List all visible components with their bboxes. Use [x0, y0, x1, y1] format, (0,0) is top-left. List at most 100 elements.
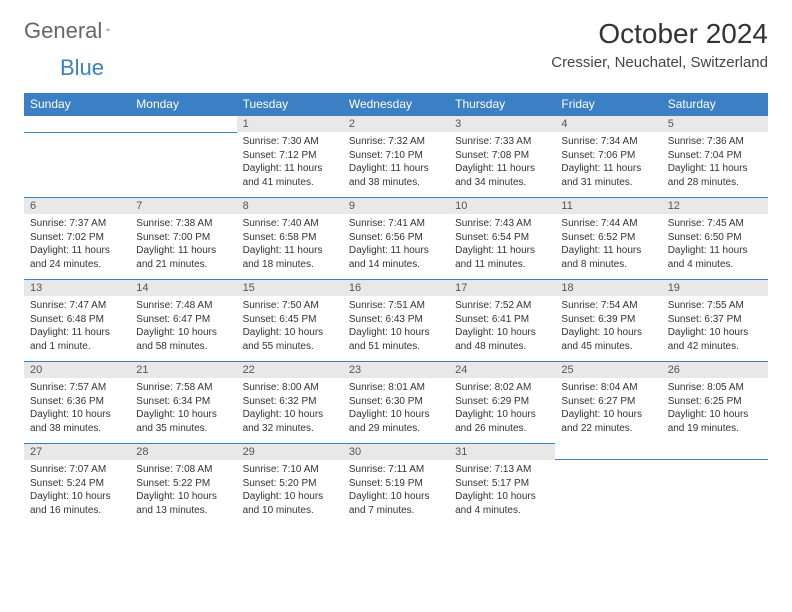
calendar-cell: 28Sunrise: 7:08 AMSunset: 5:22 PMDayligh…: [130, 443, 236, 525]
day-number: 13: [24, 279, 130, 296]
day-body: Sunrise: 7:34 AMSunset: 7:06 PMDaylight:…: [555, 132, 661, 197]
sunrise-text: Sunrise: 7:58 AM: [136, 381, 230, 395]
sunset-text: Sunset: 7:04 PM: [668, 149, 762, 163]
daylight-text: Daylight: 10 hours and 51 minutes.: [349, 326, 443, 353]
sunset-text: Sunset: 5:19 PM: [349, 477, 443, 491]
location: Cressier, Neuchatel, Switzerland: [551, 54, 768, 71]
day-body: Sunrise: 7:08 AMSunset: 5:22 PMDaylight:…: [130, 460, 236, 525]
daylight-text: Daylight: 10 hours and 16 minutes.: [30, 490, 124, 517]
calendar-cell: 2Sunrise: 7:32 AMSunset: 7:10 PMDaylight…: [343, 115, 449, 197]
calendar-cell: 19Sunrise: 7:55 AMSunset: 6:37 PMDayligh…: [662, 279, 768, 361]
sunset-text: Sunset: 6:27 PM: [561, 395, 655, 409]
weekday-header: Sunday: [24, 93, 130, 115]
sunrise-text: Sunrise: 7:36 AM: [668, 135, 762, 149]
daylight-text: Daylight: 10 hours and 32 minutes.: [243, 408, 337, 435]
sunrise-text: Sunrise: 7:30 AM: [243, 135, 337, 149]
day-body: Sunrise: 7:48 AMSunset: 6:47 PMDaylight:…: [130, 296, 236, 361]
weekday-header: Saturday: [662, 93, 768, 115]
sunset-text: Sunset: 7:12 PM: [243, 149, 337, 163]
daylight-text: Daylight: 11 hours and 8 minutes.: [561, 244, 655, 271]
sunrise-text: Sunrise: 7:10 AM: [243, 463, 337, 477]
day-body: Sunrise: 7:30 AMSunset: 7:12 PMDaylight:…: [237, 132, 343, 197]
day-body: Sunrise: 7:47 AMSunset: 6:48 PMDaylight:…: [24, 296, 130, 361]
calendar-cell: 13Sunrise: 7:47 AMSunset: 6:48 PMDayligh…: [24, 279, 130, 361]
day-number: 10: [449, 197, 555, 214]
sunrise-text: Sunrise: 7:34 AM: [561, 135, 655, 149]
daylight-text: Daylight: 10 hours and 42 minutes.: [668, 326, 762, 353]
day-body: Sunrise: 7:10 AMSunset: 5:20 PMDaylight:…: [237, 460, 343, 525]
day-body: Sunrise: 7:58 AMSunset: 6:34 PMDaylight:…: [130, 378, 236, 443]
sunset-text: Sunset: 6:36 PM: [30, 395, 124, 409]
calendar-cell: 7Sunrise: 7:38 AMSunset: 7:00 PMDaylight…: [130, 197, 236, 279]
calendar-row: 6Sunrise: 7:37 AMSunset: 7:02 PMDaylight…: [24, 197, 768, 279]
calendar-cell: 22Sunrise: 8:00 AMSunset: 6:32 PMDayligh…: [237, 361, 343, 443]
day-body: Sunrise: 7:36 AMSunset: 7:04 PMDaylight:…: [662, 132, 768, 197]
day-number: 16: [343, 279, 449, 296]
calendar-cell: 15Sunrise: 7:50 AMSunset: 6:45 PMDayligh…: [237, 279, 343, 361]
daylight-text: Daylight: 11 hours and 14 minutes.: [349, 244, 443, 271]
sunset-text: Sunset: 7:02 PM: [30, 231, 124, 245]
day-number: 17: [449, 279, 555, 296]
sunset-text: Sunset: 6:48 PM: [30, 313, 124, 327]
day-number: 28: [130, 443, 236, 460]
sunrise-text: Sunrise: 7:37 AM: [30, 217, 124, 231]
sunrise-text: Sunrise: 7:57 AM: [30, 381, 124, 395]
calendar-cell: 8Sunrise: 7:40 AMSunset: 6:58 PMDaylight…: [237, 197, 343, 279]
sunset-text: Sunset: 6:30 PM: [349, 395, 443, 409]
day-number: 2: [343, 115, 449, 132]
day-number: 20: [24, 361, 130, 378]
day-number: 3: [449, 115, 555, 132]
sunrise-text: Sunrise: 7:54 AM: [561, 299, 655, 313]
daylight-text: Daylight: 10 hours and 55 minutes.: [243, 326, 337, 353]
sunset-text: Sunset: 7:00 PM: [136, 231, 230, 245]
calendar-cell: 24Sunrise: 8:02 AMSunset: 6:29 PMDayligh…: [449, 361, 555, 443]
sunrise-text: Sunrise: 7:50 AM: [243, 299, 337, 313]
day-number: 25: [555, 361, 661, 378]
calendar-cell: 18Sunrise: 7:54 AMSunset: 6:39 PMDayligh…: [555, 279, 661, 361]
sunrise-text: Sunrise: 7:51 AM: [349, 299, 443, 313]
day-body: Sunrise: 7:11 AMSunset: 5:19 PMDaylight:…: [343, 460, 449, 525]
day-body: Sunrise: 7:57 AMSunset: 6:36 PMDaylight:…: [24, 378, 130, 443]
daylight-text: Daylight: 10 hours and 19 minutes.: [668, 408, 762, 435]
day-number: 22: [237, 361, 343, 378]
calendar-cell: 9Sunrise: 7:41 AMSunset: 6:56 PMDaylight…: [343, 197, 449, 279]
calendar-cell: 16Sunrise: 7:51 AMSunset: 6:43 PMDayligh…: [343, 279, 449, 361]
daylight-text: Daylight: 10 hours and 10 minutes.: [243, 490, 337, 517]
sunset-text: Sunset: 7:10 PM: [349, 149, 443, 163]
sunset-text: Sunset: 5:17 PM: [455, 477, 549, 491]
day-body: Sunrise: 8:05 AMSunset: 6:25 PMDaylight:…: [662, 378, 768, 443]
calendar-cell: [555, 443, 661, 525]
day-number: 14: [130, 279, 236, 296]
calendar-cell: 26Sunrise: 8:05 AMSunset: 6:25 PMDayligh…: [662, 361, 768, 443]
day-body: Sunrise: 7:51 AMSunset: 6:43 PMDaylight:…: [343, 296, 449, 361]
calendar-cell: 27Sunrise: 7:07 AMSunset: 5:24 PMDayligh…: [24, 443, 130, 525]
sunset-text: Sunset: 6:47 PM: [136, 313, 230, 327]
daylight-text: Daylight: 10 hours and 29 minutes.: [349, 408, 443, 435]
day-body: Sunrise: 7:13 AMSunset: 5:17 PMDaylight:…: [449, 460, 555, 525]
sunrise-text: Sunrise: 7:41 AM: [349, 217, 443, 231]
sunset-text: Sunset: 6:52 PM: [561, 231, 655, 245]
daylight-text: Daylight: 10 hours and 38 minutes.: [30, 408, 124, 435]
sunset-text: Sunset: 6:41 PM: [455, 313, 549, 327]
sunrise-text: Sunrise: 7:43 AM: [455, 217, 549, 231]
sunset-text: Sunset: 6:58 PM: [243, 231, 337, 245]
daylight-text: Daylight: 11 hours and 4 minutes.: [668, 244, 762, 271]
calendar-cell: 30Sunrise: 7:11 AMSunset: 5:19 PMDayligh…: [343, 443, 449, 525]
day-number: 8: [237, 197, 343, 214]
day-number: 19: [662, 279, 768, 296]
day-number: 12: [662, 197, 768, 214]
calendar-cell: 4Sunrise: 7:34 AMSunset: 7:06 PMDaylight…: [555, 115, 661, 197]
weekday-header: Monday: [130, 93, 236, 115]
day-body: Sunrise: 7:38 AMSunset: 7:00 PMDaylight:…: [130, 214, 236, 279]
calendar-cell: 6Sunrise: 7:37 AMSunset: 7:02 PMDaylight…: [24, 197, 130, 279]
logo-text-2: Blue: [60, 55, 104, 81]
daylight-text: Daylight: 11 hours and 18 minutes.: [243, 244, 337, 271]
sunset-text: Sunset: 5:24 PM: [30, 477, 124, 491]
weekday-header: Wednesday: [343, 93, 449, 115]
title-block: October 2024 Cressier, Neuchatel, Switze…: [551, 18, 768, 71]
sunrise-text: Sunrise: 7:44 AM: [561, 217, 655, 231]
day-number: 23: [343, 361, 449, 378]
sunrise-text: Sunrise: 8:01 AM: [349, 381, 443, 395]
sunset-text: Sunset: 6:45 PM: [243, 313, 337, 327]
calendar-row: 20Sunrise: 7:57 AMSunset: 6:36 PMDayligh…: [24, 361, 768, 443]
